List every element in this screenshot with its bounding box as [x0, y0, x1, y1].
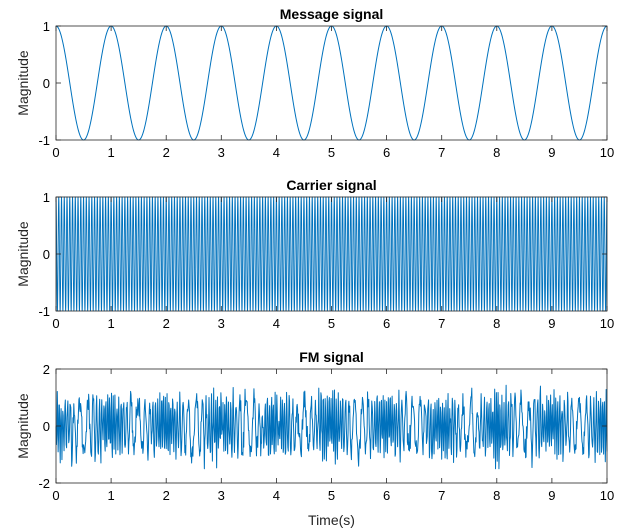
x-tick-label: 10	[600, 488, 614, 503]
x-tick-label: 6	[383, 488, 390, 503]
x-tick-label: 1	[107, 145, 114, 160]
plot-area	[56, 26, 607, 140]
y-axis-label: Magnitude	[15, 221, 31, 287]
y-tick-label: -1	[38, 133, 50, 148]
x-tick-label: 4	[273, 488, 280, 503]
x-tick-label: 10	[600, 316, 614, 331]
plot-title: Carrier signal	[286, 177, 376, 193]
y-tick-label: -2	[38, 476, 50, 491]
x-tick-label: 2	[163, 316, 170, 331]
x-axis-label: Time(s)	[308, 512, 355, 528]
y-tick-label: 1	[43, 19, 50, 34]
x-tick-label: 7	[438, 488, 445, 503]
x-tick-label: 8	[493, 316, 500, 331]
x-tick-label: 10	[600, 145, 614, 160]
x-tick-label: 8	[493, 145, 500, 160]
series-line	[55, 384, 608, 470]
x-tick-label: 3	[218, 145, 225, 160]
x-tick-label: 2	[163, 488, 170, 503]
plot-title: Message signal	[280, 6, 384, 22]
x-tick-label: 7	[438, 145, 445, 160]
plot-title: FM signal	[299, 349, 364, 365]
y-tick-label: 1	[43, 190, 50, 205]
x-tick-label: 1	[107, 488, 114, 503]
x-tick-label: 8	[493, 488, 500, 503]
x-tick-label: 4	[273, 316, 280, 331]
x-tick-label: 6	[383, 316, 390, 331]
x-tick-label: 6	[383, 145, 390, 160]
x-tick-label: 2	[163, 145, 170, 160]
x-tick-label: 3	[218, 488, 225, 503]
y-tick-label: 0	[43, 419, 50, 434]
x-tick-label: 5	[328, 316, 335, 331]
y-tick-label: 0	[43, 76, 50, 91]
x-tick-label: 7	[438, 316, 445, 331]
x-tick-label: 9	[548, 488, 555, 503]
x-tick-label: 0	[52, 488, 59, 503]
x-tick-label: 3	[218, 316, 225, 331]
x-tick-label: 9	[548, 316, 555, 331]
x-tick-label: 5	[328, 145, 335, 160]
y-tick-label: 2	[43, 362, 50, 377]
y-tick-label: -1	[38, 304, 50, 319]
x-tick-label: 9	[548, 145, 555, 160]
x-tick-label: 1	[107, 316, 114, 331]
x-tick-label: 0	[52, 145, 59, 160]
x-tick-label: 4	[273, 145, 280, 160]
y-axis-label: Magnitude	[15, 393, 31, 459]
y-tick-label: 0	[43, 247, 50, 262]
y-axis-label: Magnitude	[15, 50, 31, 116]
x-tick-label: 5	[328, 488, 335, 503]
x-tick-label: 0	[52, 316, 59, 331]
